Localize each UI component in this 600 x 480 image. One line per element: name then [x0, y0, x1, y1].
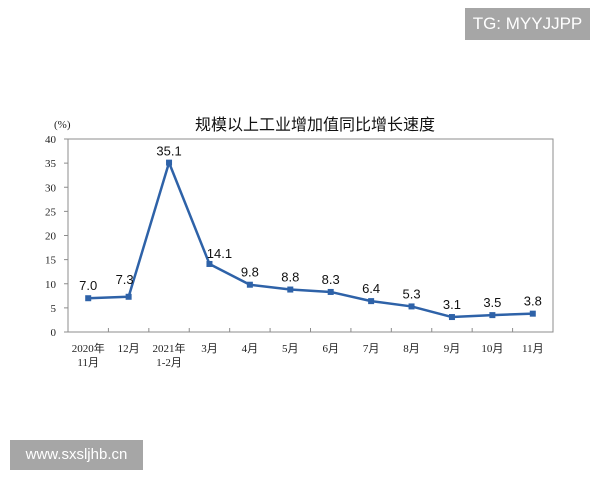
data-point-marker [327, 288, 334, 295]
data-point-marker [206, 260, 213, 267]
y-tick-label: 10 [45, 279, 57, 291]
data-point-marker [166, 159, 173, 166]
x-tick-label: 8月 [403, 343, 420, 355]
data-label: 9.8 [241, 265, 259, 280]
y-axis-unit: (%) [54, 119, 71, 131]
watermark-bottom: www.sxsljhb.cn [10, 440, 143, 470]
data-point-marker [287, 286, 294, 293]
watermark-top: TG: MYYJJPP [465, 8, 590, 40]
x-tick-label: 12月 [118, 343, 140, 355]
data-label: 35.1 [156, 144, 181, 159]
data-point-marker [448, 314, 455, 321]
x-tick-label: 5月 [282, 343, 299, 355]
data-label: 5.3 [403, 286, 421, 301]
y-tick-label: 30 [45, 182, 57, 194]
data-label: 7.3 [116, 272, 134, 287]
data-point-marker [368, 298, 375, 305]
y-tick-label: 25 [45, 206, 57, 218]
x-tick-label: 9月 [444, 343, 461, 355]
data-line [88, 161, 533, 319]
data-label: 14.1 [207, 246, 232, 261]
x-tick-label: 11月 [77, 357, 99, 369]
x-tick-label: 6月 [322, 343, 339, 355]
x-tick-label: 3月 [201, 343, 218, 355]
data-point-marker [489, 312, 496, 319]
x-tick-label: 2020年 [72, 341, 105, 355]
data-point-marker [85, 295, 92, 302]
x-tick-label: 1-2月 [156, 357, 182, 369]
y-tick-label: 0 [51, 327, 57, 339]
data-point-marker [529, 310, 536, 317]
data-point-marker [125, 293, 132, 300]
y-tick-label: 40 [45, 134, 57, 146]
data-label: 7.0 [79, 278, 97, 293]
data-label: 3.1 [443, 297, 461, 312]
x-tick-label: 10月 [481, 343, 503, 355]
data-label: 3.5 [483, 295, 501, 310]
data-point-marker [246, 281, 253, 288]
y-tick-label: 5 [51, 303, 57, 315]
y-tick-label: 15 [45, 255, 57, 267]
y-tick-label: 20 [45, 231, 57, 243]
data-point-marker [408, 303, 415, 310]
x-tick-label: 11月 [522, 343, 544, 355]
data-label: 8.3 [322, 272, 340, 287]
data-label: 6.4 [362, 281, 380, 296]
x-tick-label: 7月 [363, 343, 380, 355]
chart-title: 规模以上工业增加值同比增长速度 [194, 115, 435, 134]
y-tick-label: 35 [45, 158, 57, 170]
plot-frame [67, 138, 554, 333]
data-label: 8.8 [281, 270, 299, 285]
x-tick-label: 4月 [242, 343, 259, 355]
data-label: 3.8 [524, 294, 542, 309]
x-tick-label: 2021年 [153, 341, 186, 355]
